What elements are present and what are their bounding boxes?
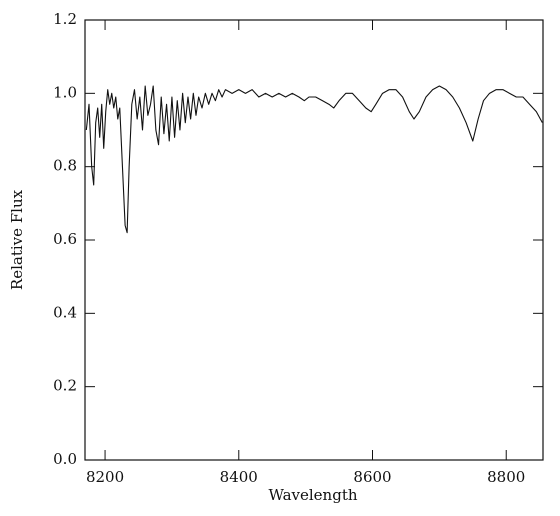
y-tick-label: 1.0 [53, 83, 77, 101]
y-tick-label: 0.0 [53, 450, 77, 468]
spectrum-line [85, 85, 543, 234]
y-axis-label: Relative Flux [8, 189, 26, 290]
y-tick-label: 0.2 [53, 377, 77, 395]
x-tick-label: 8200 [86, 468, 124, 486]
y-tick-label: 0.8 [53, 157, 77, 175]
x-tick-label: 8400 [220, 468, 258, 486]
y-tick-label: 0.6 [53, 230, 77, 248]
x-axis-label: Wavelength [268, 486, 357, 504]
y-tick-label: 1.2 [53, 10, 77, 28]
x-tick-label: 8800 [487, 468, 525, 486]
x-tick-label: 8600 [353, 468, 391, 486]
y-tick-label: 0.4 [53, 303, 77, 321]
